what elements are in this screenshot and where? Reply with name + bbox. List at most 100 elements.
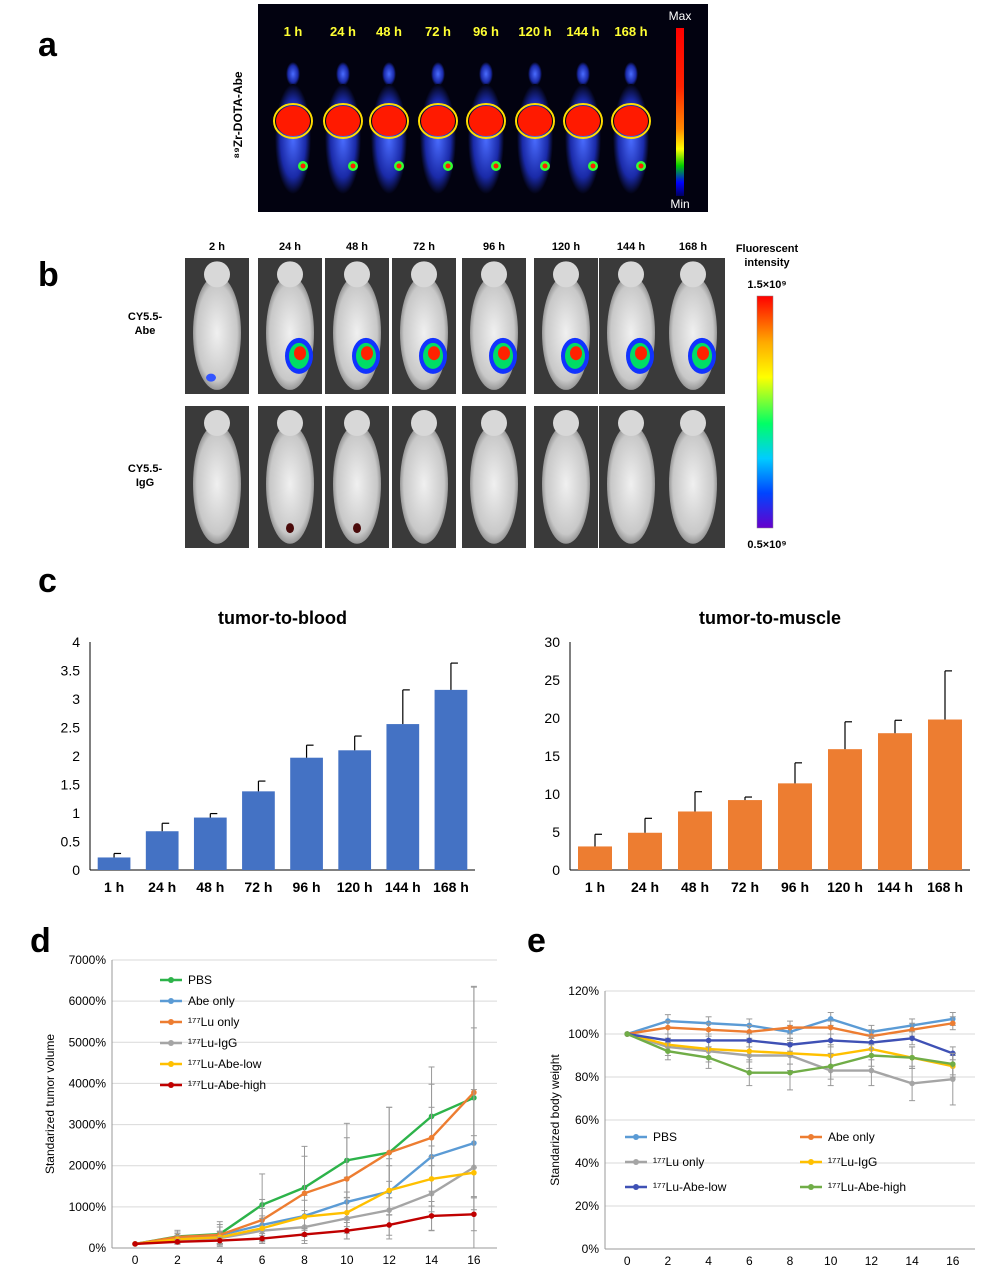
e-s4-point-6 [868, 1039, 875, 1046]
panel-label-d: d [30, 922, 51, 960]
pet-mouse-4 [466, 62, 506, 194]
abe-image-5 [534, 258, 598, 394]
fluo-time-label-7: 168 h [679, 241, 707, 253]
c-left-ytick-7: 3.5 [61, 663, 81, 679]
mouse-body [333, 424, 381, 544]
pet-tumor-core [638, 163, 644, 169]
d-ytick-7: 7000% [69, 953, 107, 967]
c-right-bar-2 [678, 811, 712, 870]
e-s2-point-8 [950, 1076, 956, 1082]
mouse-body [669, 275, 717, 390]
e-ytick-0: 0% [582, 1242, 600, 1256]
c-right-ytick-4: 20 [544, 710, 560, 726]
e-ylabel: Standarized body weight [548, 1054, 562, 1186]
d-legend-marker-0 [168, 977, 174, 983]
e-xtick-6: 12 [865, 1254, 879, 1268]
mouse-body [193, 275, 241, 390]
d-xtick-3: 6 [259, 1253, 266, 1267]
pet-liver-signal [421, 106, 455, 136]
d-s5-point-6 [386, 1222, 393, 1228]
e-s4-point-3 [746, 1037, 753, 1044]
c-left-xtick-2: 48 h [196, 879, 224, 895]
pet-image-panel: 1 h 24 h 48 h 72 h 96 h 120 h 144 h 168 h Max Min [258, 4, 708, 212]
pet-time-label-2: 48 h [376, 24, 402, 39]
mouse-head [204, 261, 230, 288]
e-legend-label-2: ¹⁷⁷Lu only [653, 1155, 704, 1169]
c-left-bar-5 [338, 750, 372, 870]
d-legend-label-3: ¹⁷⁷Lu-IgG [188, 1036, 237, 1050]
pet-mouse-head [286, 62, 300, 86]
e-ytick-5: 100% [568, 1027, 599, 1041]
e-xtick-3: 6 [746, 1254, 753, 1268]
c-right-xtick-1: 24 h [631, 879, 659, 895]
pet-tumor-core [350, 163, 356, 169]
c-right-xtick-7: 168 h [927, 879, 963, 895]
fluo-time-label-0: 2 h [209, 241, 225, 253]
e-xtick-7: 14 [905, 1254, 919, 1268]
e-s4-point-2 [705, 1037, 712, 1044]
abe-image-2 [325, 258, 389, 394]
e-xtick-4: 8 [787, 1254, 794, 1268]
pet-mouse-head [431, 62, 445, 86]
c-right-title: tumor-to-muscle [699, 608, 841, 628]
e-s5-point-0 [624, 1031, 630, 1037]
e-legend-marker-4 [633, 1184, 639, 1190]
d-s5-point-7 [428, 1213, 435, 1219]
e-s5-point-8 [950, 1061, 956, 1067]
e-legend-label-1: Abe only [828, 1130, 875, 1144]
e-s1-point-4 [787, 1024, 793, 1031]
tumor-signal-core [294, 346, 306, 361]
fluo-color-scale [756, 295, 774, 529]
mouse-head [344, 410, 370, 437]
mouse-head [680, 410, 706, 437]
c-right-bar-1 [628, 832, 662, 870]
d-s5-point-2 [217, 1237, 223, 1244]
e-s1-point-3 [746, 1029, 753, 1035]
c-right-xtick-4: 96 h [781, 879, 809, 895]
pet-color-scale [676, 28, 684, 196]
c-right-bar-3 [728, 800, 762, 870]
d-s2-point-5 [344, 1176, 350, 1182]
c-left-ytick-0: 0 [72, 862, 80, 878]
abe-image-7 [661, 258, 725, 394]
e-s3-point-4 [787, 1050, 793, 1057]
d-xtick-6: 12 [383, 1253, 397, 1267]
tumor-signal-core [635, 346, 647, 361]
e-xtick-2: 4 [705, 1254, 712, 1268]
c-left-ytick-1: 0.5 [61, 834, 81, 850]
pet-scale-max: Max [669, 9, 692, 23]
mouse-head [411, 261, 437, 288]
chart-tumor-to-blood: tumor-to-blood 0 0.5 1 1.5 2 2.5 3 3.5 4 1 h 24 h 48… [30, 600, 500, 900]
c-left-ytick-5: 2.5 [61, 720, 81, 736]
d-s5-point-1 [174, 1239, 181, 1245]
c-left-xtick-6: 144 h [385, 879, 421, 895]
tumor-signal-core [697, 346, 709, 361]
e-s5-point-2 [705, 1054, 712, 1061]
d-s5-point-0 [132, 1241, 138, 1247]
d-s4-point-5 [344, 1209, 350, 1216]
pet-mouse-head [382, 62, 396, 86]
igg-image-3 [392, 406, 456, 548]
d-ytick-2: 2000% [69, 1159, 107, 1173]
pet-mouse-7 [611, 62, 651, 194]
igg-image-4 [462, 406, 526, 548]
d-ytick-3: 3000% [69, 1118, 107, 1132]
pet-mouse-2 [369, 62, 409, 194]
d-xtick-4: 8 [301, 1253, 308, 1267]
igg-image-7 [661, 406, 725, 548]
pet-liver-rim [466, 103, 506, 139]
c-right-ytick-6: 30 [544, 634, 560, 650]
c-left-xtick-7: 168 h [433, 879, 469, 895]
igg-image-1 [258, 406, 322, 548]
pet-liver-signal [469, 106, 503, 136]
c-right-ytick-0: 0 [552, 862, 560, 878]
chart-tumor-volume: 0% 1000% 2000% 3000% 4000% 5000% 6000% 7000% 0 2 4… [40, 950, 510, 1275]
pet-mouse-head [528, 62, 542, 86]
c-left-bar-4 [290, 757, 323, 870]
c-left-bar-6 [386, 724, 420, 870]
d-s2-point-6 [386, 1149, 393, 1156]
c-left-bar-2 [193, 817, 227, 870]
pet-mouse-3 [418, 62, 458, 194]
pet-tumor-core [542, 163, 548, 169]
mouse-head [618, 410, 644, 437]
